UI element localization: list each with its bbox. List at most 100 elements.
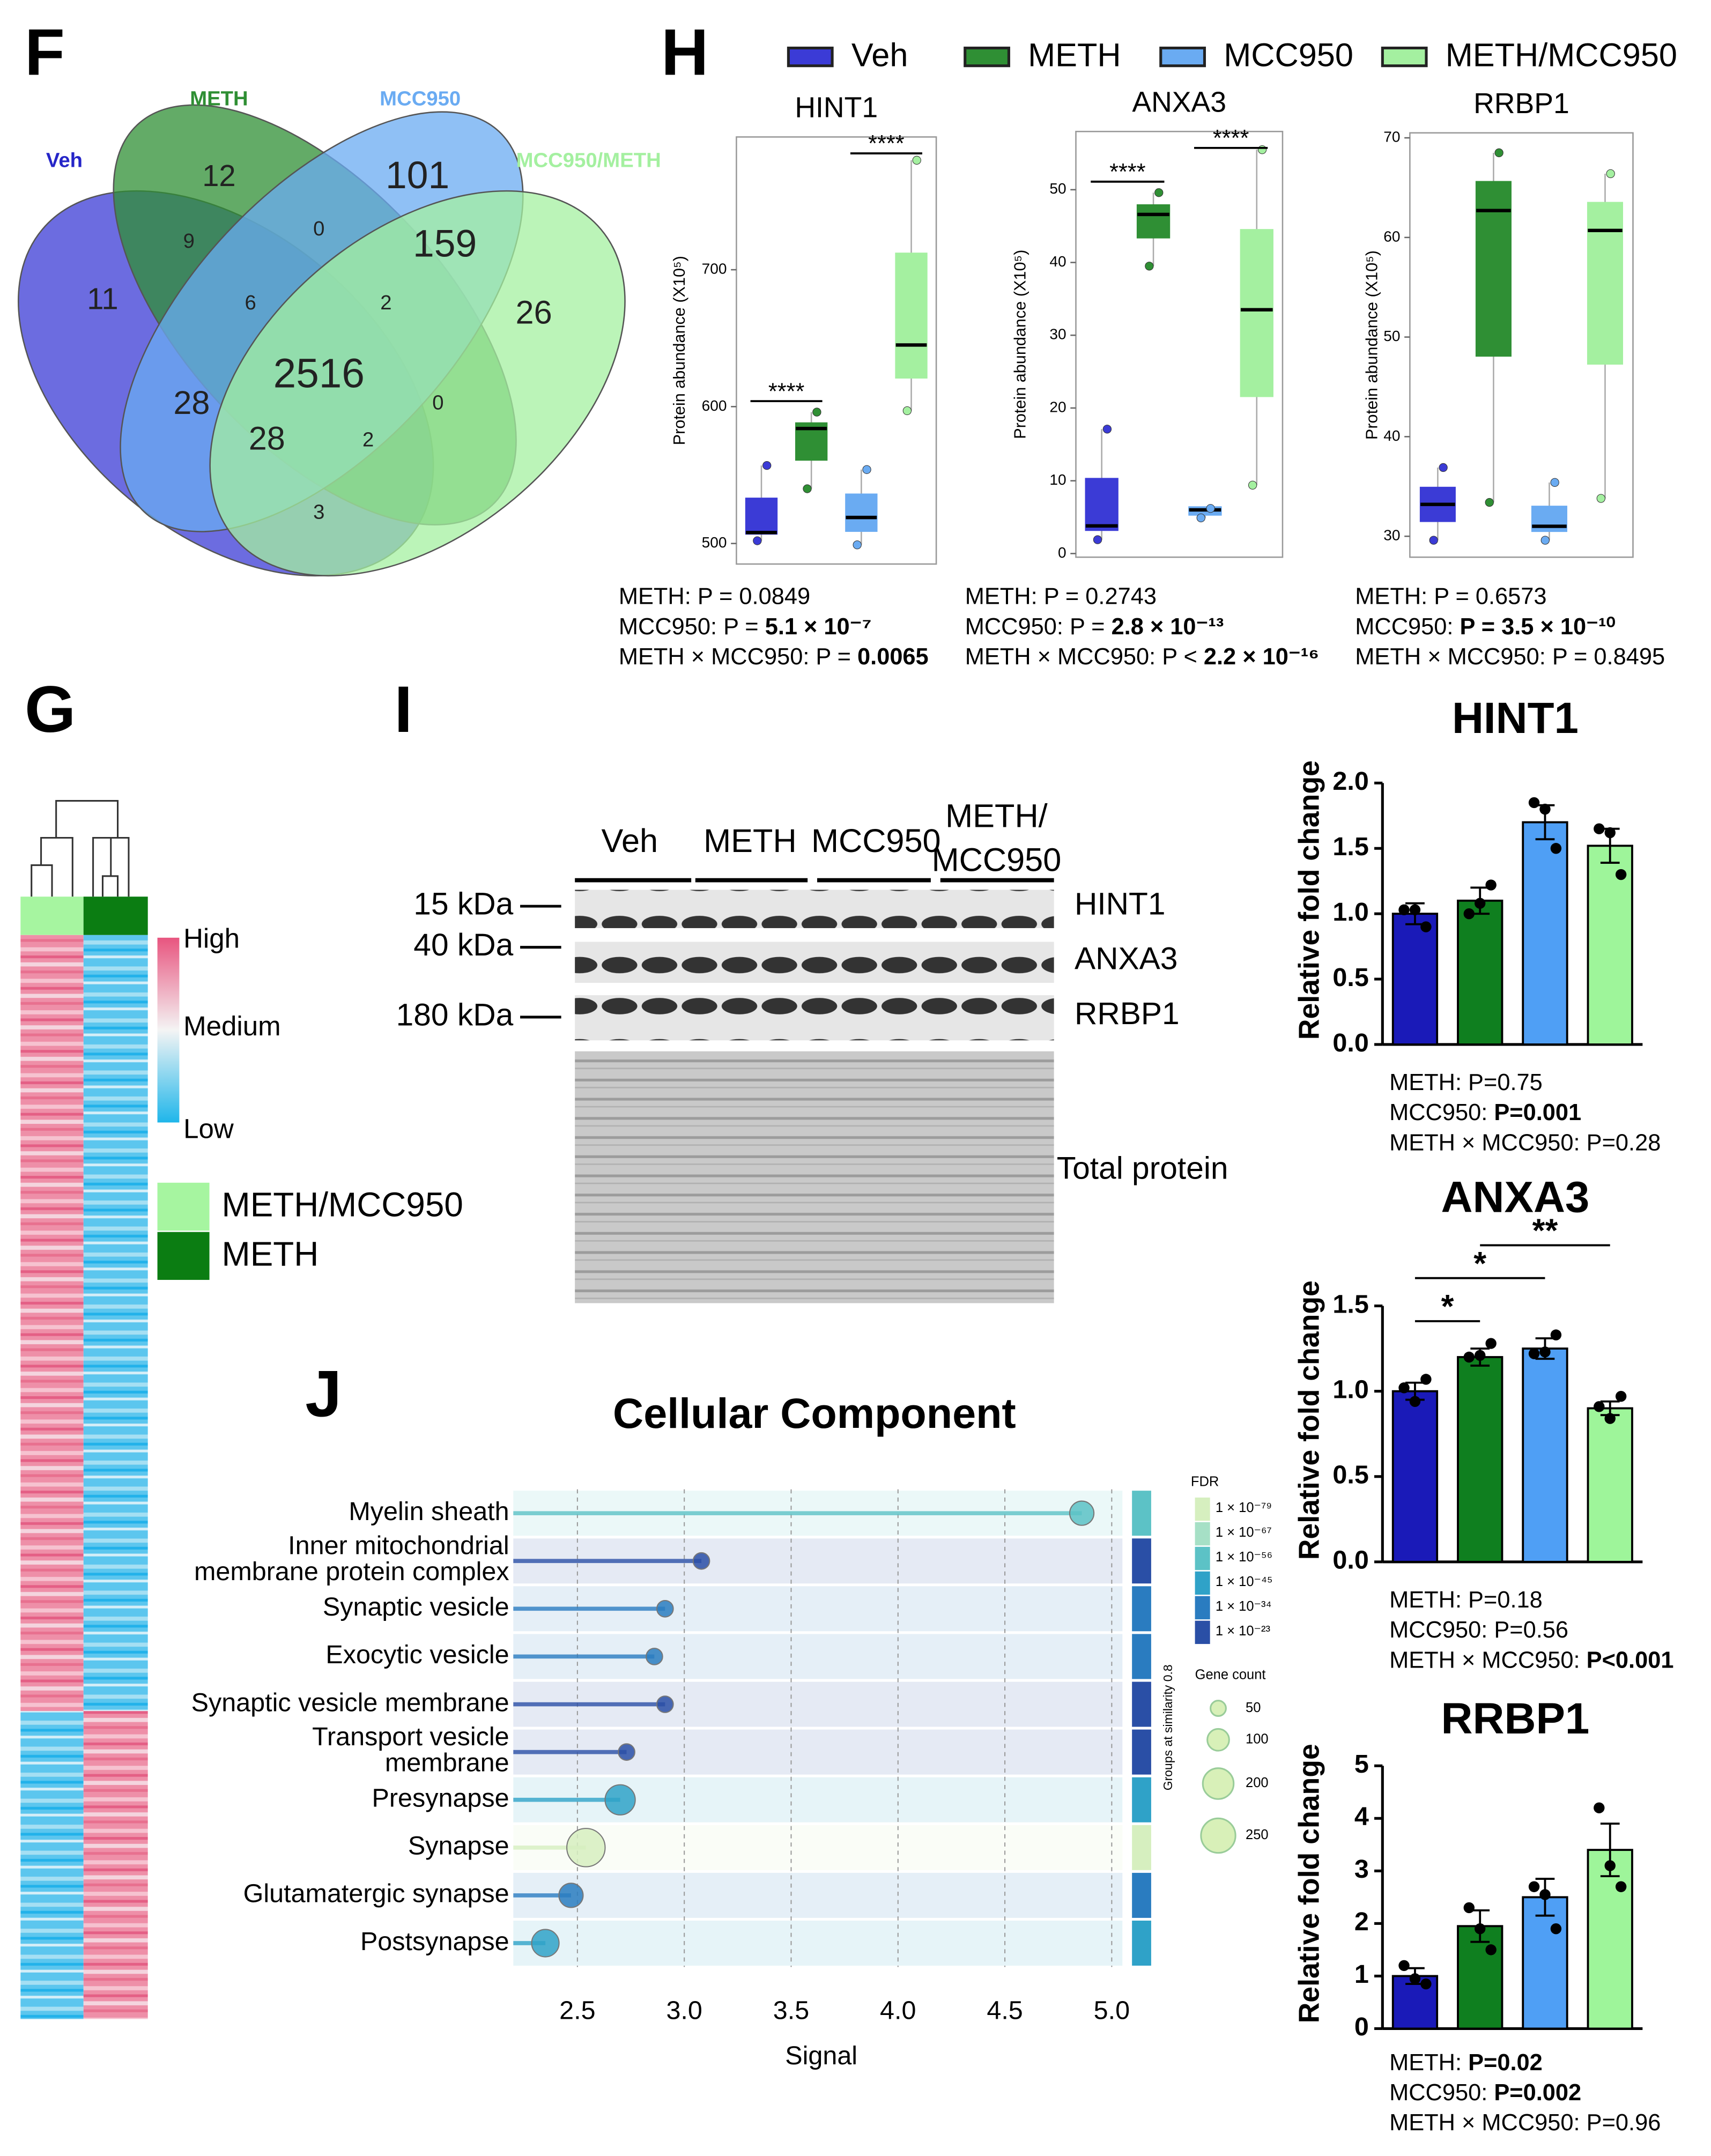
blot-group-label: METH — [703, 823, 797, 859]
box-body — [845, 493, 878, 532]
stats-line: MCC950: P=0.56 — [1389, 1618, 1568, 1643]
venn-set-label: MCC950 — [380, 87, 461, 110]
box-body — [1240, 229, 1273, 397]
stats-segment: MCC950: — [1355, 614, 1460, 640]
data-point — [862, 465, 871, 474]
y-tick-label: 500 — [702, 534, 727, 551]
stats-segment: P=0.001 — [1494, 1100, 1581, 1126]
lollipop-head — [531, 1929, 560, 1958]
legend-swatch — [964, 46, 1010, 68]
blot-band-label: RRBP1 — [1075, 996, 1180, 1031]
stats-segment: P=0.02 — [1468, 2050, 1543, 2076]
bar — [1391, 1390, 1439, 1563]
y-tick-label: 700 — [702, 260, 727, 277]
category-label: Postsynapse — [360, 1927, 509, 1956]
y-axis-label: Protein abundance (X10⁵) — [670, 256, 688, 445]
y-axis-label: Relative fold change — [1293, 760, 1325, 1040]
data-point — [1485, 498, 1494, 507]
chart-title: HINT1 — [1452, 694, 1579, 743]
data-point — [902, 406, 912, 416]
y-tick-label: 0.0 — [1332, 1546, 1368, 1575]
panel-letter: J — [305, 1357, 342, 1431]
data-point — [1615, 1391, 1627, 1402]
fdr-legend-label: 1 × 10⁻⁶⁷ — [1216, 1525, 1272, 1540]
group-bar — [1132, 1491, 1151, 1536]
y-axis-label: Protein abundance (X10⁵) — [1363, 250, 1381, 440]
group-bar — [1132, 1921, 1151, 1966]
stats-line: METH × MCC950: P = 0.8495 — [1355, 644, 1665, 670]
heatmap-legend-label: METH — [222, 1234, 319, 1273]
box-body — [895, 253, 928, 379]
size-legend-label: 200 — [1246, 1775, 1269, 1790]
significance-label: **** — [868, 131, 905, 157]
blot-total-label: Total protein — [1057, 1151, 1228, 1186]
chart-title: RRBP1 — [1441, 1694, 1590, 1743]
x-tick-label: 3.5 — [773, 1996, 809, 2025]
bar — [1587, 1407, 1633, 1563]
data-point — [1550, 1923, 1562, 1935]
stats-segment: METH × MCC950: P = — [619, 644, 857, 670]
data-point — [1154, 188, 1164, 197]
data-point — [1463, 1351, 1475, 1363]
data-point — [812, 408, 821, 417]
y-tick-label: 50 — [1049, 180, 1066, 197]
row-background — [513, 1872, 1123, 1918]
y-tick-label: 1.0 — [1332, 898, 1368, 927]
significance-label: * — [1473, 1245, 1486, 1281]
row-background — [513, 1921, 1123, 1966]
heatmap-legend-swatch — [157, 1182, 210, 1231]
chart-title: ANXA3 — [1441, 1173, 1590, 1222]
category-label: Exocytic vesicle — [325, 1640, 509, 1669]
data-point — [1463, 908, 1475, 920]
bar — [1522, 1896, 1568, 2030]
data-point — [1604, 827, 1616, 839]
stats-line: MCC950: P = 5.1 × 10⁻⁷ — [619, 614, 872, 640]
plot-frame — [1409, 132, 1634, 558]
stats-segment: 0.0065 — [857, 644, 929, 670]
blot-band-label: ANXA3 — [1075, 942, 1178, 976]
stats-segment: MCC950: P = — [619, 614, 765, 640]
group-bar — [1132, 1538, 1151, 1584]
category-label: Presynapse — [372, 1784, 509, 1813]
lollipop-head — [656, 1695, 674, 1713]
data-point — [1494, 148, 1503, 158]
y-tick-label: 20 — [1049, 398, 1066, 415]
fdr-legend-swatch — [1195, 1571, 1210, 1595]
size-legend-circle — [1200, 1817, 1236, 1854]
stats-line: METH × MCC950: P=0.28 — [1389, 1130, 1661, 1156]
data-point — [1093, 535, 1102, 544]
bar — [1457, 1356, 1503, 1563]
box-body — [1136, 204, 1171, 239]
y-tick-label: 1 — [1354, 1960, 1369, 1989]
stats-segment: MCC950: — [1389, 1100, 1494, 1126]
stats-line: MCC950: P=0.001 — [1389, 1100, 1581, 1126]
stats-segment: MCC950: — [1389, 2080, 1494, 2106]
group-label: Groups at similarity 0.8 — [1161, 1664, 1175, 1790]
x-tick-label: 4.0 — [880, 1996, 916, 2025]
stats-segment: P<0.001 — [1587, 1648, 1674, 1673]
data-point — [1409, 904, 1421, 916]
data-point — [803, 484, 812, 493]
bar — [1522, 821, 1568, 1046]
data-point — [1528, 1348, 1540, 1359]
stats-segment: P = 3.5 × 10⁻¹⁰ — [1460, 614, 1616, 640]
heatmap-legend-swatch — [157, 1232, 210, 1280]
stats-line: METH: P = 0.0849 — [619, 584, 810, 610]
stats-segment: METH × MCC950: P < — [965, 644, 1204, 670]
data-point — [1475, 1923, 1486, 1935]
category-label: Synaptic vesicle membrane — [191, 1688, 509, 1717]
fdr-legend-swatch — [1195, 1596, 1210, 1620]
blot-marker-label: 15 kDa — [413, 887, 513, 922]
y-tick-label: 0.5 — [1332, 1461, 1368, 1490]
data-point — [1420, 1978, 1432, 1990]
significance-label: **** — [768, 379, 805, 404]
group-bar — [1132, 1729, 1151, 1775]
fdr-legend-swatch — [1195, 1497, 1210, 1521]
blot-marker-label: 40 kDa — [413, 928, 513, 962]
legend-swatch — [1381, 46, 1428, 68]
fdr-legend-label: 1 × 10⁻⁵⁶ — [1216, 1550, 1272, 1565]
size-legend-label: 100 — [1246, 1732, 1269, 1747]
x-tick-label: 5.0 — [1094, 1996, 1130, 2025]
category-label: Transport vesicle membrane — [312, 1722, 509, 1777]
